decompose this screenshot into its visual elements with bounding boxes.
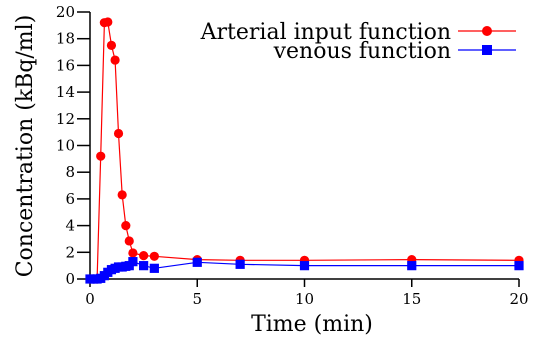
y-tick-label: 12 <box>56 110 75 128</box>
axes: 0 2 4 6 8 10 12 14 16 18 20 0 5 10 15 20 <box>56 3 529 308</box>
y-tick-label: 6 <box>65 190 75 208</box>
legend-label: venous function <box>273 39 451 64</box>
x-tick-label: 20 <box>509 290 528 308</box>
data-point <box>124 236 134 246</box>
data-point <box>128 257 138 267</box>
y-tick-label: 20 <box>56 3 75 21</box>
data-point <box>106 40 117 50</box>
y-tick-label: 10 <box>56 137 75 155</box>
x-tick-label: 15 <box>402 290 421 308</box>
x-tick-label: 10 <box>295 290 314 308</box>
data-point <box>192 257 202 267</box>
series-line <box>90 21 520 280</box>
series-venous <box>85 257 524 284</box>
data-point <box>113 128 124 139</box>
legend-marker <box>482 26 492 36</box>
y-tick-label: 8 <box>65 163 75 181</box>
data-point <box>103 17 113 27</box>
y-tick-label: 2 <box>65 243 75 261</box>
y-tick-label: 16 <box>56 56 75 74</box>
y-tick-label: 0 <box>65 270 75 288</box>
y-axis-label: Concentration (kBq/ml) <box>13 15 38 278</box>
data-point <box>407 261 417 271</box>
x-tick-label: 0 <box>85 290 95 308</box>
x-tick-label: 5 <box>192 290 202 308</box>
data-point <box>139 251 149 261</box>
data-point <box>128 248 138 258</box>
series-layer <box>85 17 524 284</box>
data-point <box>235 259 245 269</box>
data-point <box>110 55 120 65</box>
y-tick-label: 18 <box>56 30 75 48</box>
legend-marker <box>482 45 492 55</box>
data-point <box>121 221 131 231</box>
data-point <box>96 151 106 161</box>
data-point <box>149 251 159 261</box>
legend-label: Arterial input function <box>200 20 451 45</box>
data-point <box>117 190 127 200</box>
data-point <box>139 261 149 271</box>
legend-entry: Arterial input function <box>200 20 516 45</box>
y-tick-label: 4 <box>65 217 75 235</box>
data-point <box>149 263 159 273</box>
y-tick-label: 14 <box>56 83 75 101</box>
data-point <box>299 261 310 271</box>
legend-entry: venous function <box>273 39 516 64</box>
data-point <box>514 261 524 271</box>
x-axis-label: Time (min) <box>251 312 373 337</box>
